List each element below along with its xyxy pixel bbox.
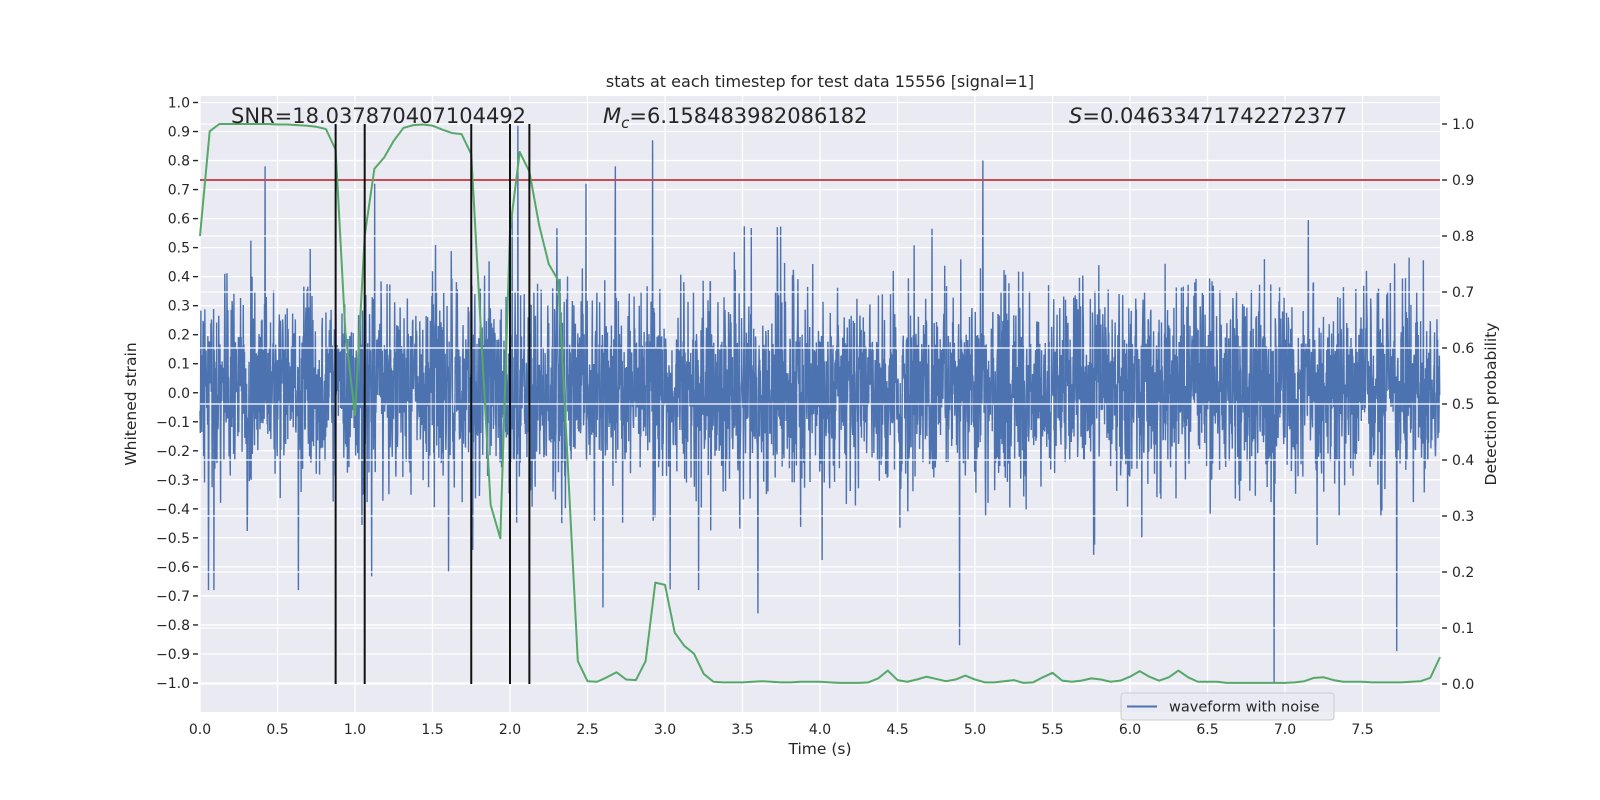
chirp-mass-value: =6.158483982086182 [629,104,867,128]
left-tick-label: 0.2 [168,328,190,344]
left-tick-label: −0.4 [156,502,190,518]
waveform-series [199,125,1441,684]
x-tick-label: 0.0 [189,722,211,738]
left-tick-label: −1.0 [156,676,190,692]
x-tick-label: 5.0 [964,722,986,738]
x-tick-label: 1.5 [421,722,443,738]
probability-series [199,123,1441,684]
left-tick-label: 0.7 [168,183,190,199]
left-tick-label: 0.3 [168,299,190,315]
x-tick-label: 6.5 [1196,722,1218,738]
x-tick-label: 5.5 [1041,722,1063,738]
right-y-axis-label: Detection probability [1482,323,1500,486]
chirp-mass-symbol: M [603,104,621,128]
x-tick-label: 0.5 [266,722,288,738]
left-tick-label: 0.0 [168,386,190,402]
x-tick-label: 1.0 [344,722,366,738]
right-axis-ticks: 0.0 0.1 0.2 0.3 0.4 0.5 0.6 0.7 0.8 0.9 1.0 [1442,117,1474,693]
legend-box [1120,692,1335,721]
snr-annotation: SNR=18.037870407104492 [231,104,526,128]
right-tick-label: 0.6 [1452,341,1474,357]
left-tick-label: 0.1 [168,357,190,373]
left-axis-ticks: −1.0 −0.9 −0.8 −0.7 −0.6 −0.5 −0.4 −0.3 −0.2 −0.1… [156,96,198,692]
right-tick-label: 0.7 [1452,285,1474,301]
legend: waveform with noise [1120,692,1335,721]
left-tick-label: −0.5 [156,531,190,547]
chart-title: stats at each timestep for test data 155… [606,72,1034,91]
right-tick-label: 0.2 [1452,565,1474,581]
left-tick-label: −0.8 [156,618,190,634]
x-tick-label: 7.5 [1351,722,1373,738]
right-tick-label: 0.0 [1452,677,1474,693]
legend-label-waveform: waveform with noise [1169,700,1320,716]
x-tick-label: 6.0 [1119,722,1141,738]
left-tick-label: 0.9 [168,125,190,141]
right-tick-label: 0.3 [1452,509,1474,525]
x-tick-label: 3.5 [731,722,753,738]
x-tick-label: 2.5 [576,722,598,738]
s-symbol: S [1069,104,1082,128]
s-annotation: S=0.04633471742272377 [1069,104,1347,128]
right-tick-label: 0.9 [1452,173,1474,189]
detection-markers [334,124,531,684]
right-tick-label: 0.4 [1452,453,1474,469]
left-y-axis-label: Whitened strain [122,342,140,465]
x-tick-label: 3.0 [654,722,676,738]
x-axis-label: Time (s) [787,740,851,758]
left-tick-label: 0.4 [168,270,190,286]
right-tick-label: 0.5 [1452,397,1474,413]
probability-line [199,123,1441,684]
chirp-mass-annotation: Mc=6.158483982086182 [603,104,867,132]
left-tick-label: −0.6 [156,560,190,576]
chirp-mass-subscript: c [621,114,630,132]
x-tick-label: 4.5 [886,722,908,738]
right-tick-label: 0.8 [1452,229,1474,245]
left-tick-label: 0.8 [168,154,190,170]
right-tick-label: 1.0 [1452,117,1474,133]
s-value: =0.04633471742272377 [1082,104,1347,128]
left-tick-label: −0.3 [156,473,190,489]
left-tick-label: −0.7 [156,589,190,605]
left-tick-label: −0.1 [156,415,190,431]
right-tick-label: 0.1 [1452,621,1474,637]
x-tick-label: 7.0 [1274,722,1296,738]
left-tick-label: −0.2 [156,444,190,460]
left-tick-label: 0.5 [168,241,190,257]
left-tick-label: −0.9 [156,647,190,663]
waveform-line [199,125,1441,684]
x-axis-ticks: 0.0 0.5 1.0 1.5 2.0 2.5 3.0 3.5 4.0 4.5 5.0 5.5 6.0 6… [189,722,1374,738]
x-tick-label: 2.0 [499,722,521,738]
left-tick-label: 1.0 [168,96,190,112]
x-tick-label: 4.0 [809,722,831,738]
left-tick-label: 0.6 [168,212,190,228]
